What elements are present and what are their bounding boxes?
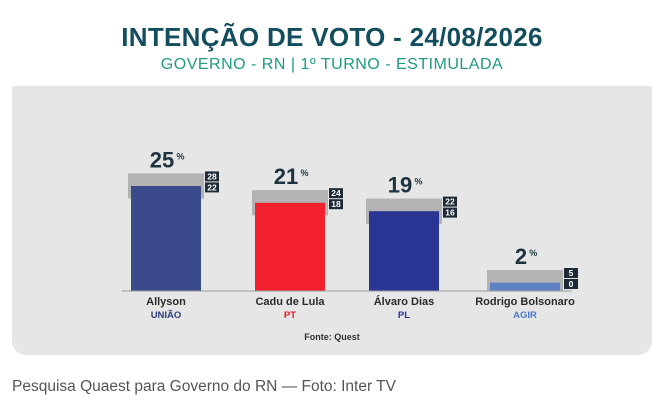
percent-sign: % xyxy=(177,151,185,161)
category-label: Cadu de Lula xyxy=(255,296,325,308)
party-label: PT xyxy=(284,310,296,321)
upper-margin-box xyxy=(329,188,343,199)
party-label: AGIR xyxy=(513,310,537,321)
lower-margin-label: 0 xyxy=(569,279,574,289)
chart-title: INTENÇÃO DE VOTO - 24/08/2026 xyxy=(121,22,543,52)
lower-margin-box xyxy=(329,199,343,210)
bar xyxy=(490,282,560,291)
lower-margin-box xyxy=(564,279,578,289)
data-label: 25 xyxy=(150,147,174,172)
chart-subtitle: GOVERNO - RN | 1º TURNO - ESTIMULADA xyxy=(160,56,504,73)
party-label: UNIÃO xyxy=(151,310,182,321)
upper-margin-box xyxy=(443,196,457,207)
upper-margin-label: 5 xyxy=(569,268,574,278)
percent-sign: % xyxy=(415,177,423,187)
bar xyxy=(131,186,201,291)
bar xyxy=(369,211,439,291)
lower-margin-label: 18 xyxy=(331,199,341,209)
category-label: Rodrigo Bolsonaro xyxy=(475,296,575,308)
party-label: PL xyxy=(398,310,410,321)
percent-sign: % xyxy=(529,248,537,258)
upper-margin-label: 22 xyxy=(445,197,455,207)
image-caption: Pesquisa Quaest para Governo do RN — Fot… xyxy=(12,378,396,395)
lower-margin-label: 16 xyxy=(445,208,455,218)
upper-margin-box xyxy=(564,268,578,278)
lower-margin-box xyxy=(205,182,219,193)
lower-margin-label: 22 xyxy=(207,182,217,192)
chart-card: INTENÇÃO DE VOTO - 24/08/2026 GOVERNO - … xyxy=(12,0,652,355)
upper-margin-label: 24 xyxy=(331,188,341,198)
data-label: 21 xyxy=(274,164,298,189)
category-label: Allyson xyxy=(146,296,186,308)
upper-margin-label: 28 xyxy=(207,171,217,181)
bar xyxy=(255,202,325,291)
chart-source: Fonte: Quest xyxy=(304,332,360,342)
percent-sign: % xyxy=(301,168,309,178)
lower-margin-box xyxy=(443,207,457,218)
chart-header: INTENÇÃO DE VOTO - 24/08/2026 GOVERNO - … xyxy=(12,0,652,86)
category-label: Álvaro Dias xyxy=(374,295,435,308)
upper-margin-box xyxy=(205,171,219,182)
data-label: 19 xyxy=(388,173,412,198)
data-label: 2 xyxy=(515,244,527,269)
